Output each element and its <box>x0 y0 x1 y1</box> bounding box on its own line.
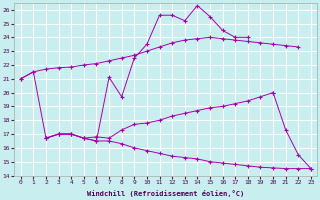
X-axis label: Windchill (Refroidissement éolien,°C): Windchill (Refroidissement éolien,°C) <box>87 190 244 197</box>
